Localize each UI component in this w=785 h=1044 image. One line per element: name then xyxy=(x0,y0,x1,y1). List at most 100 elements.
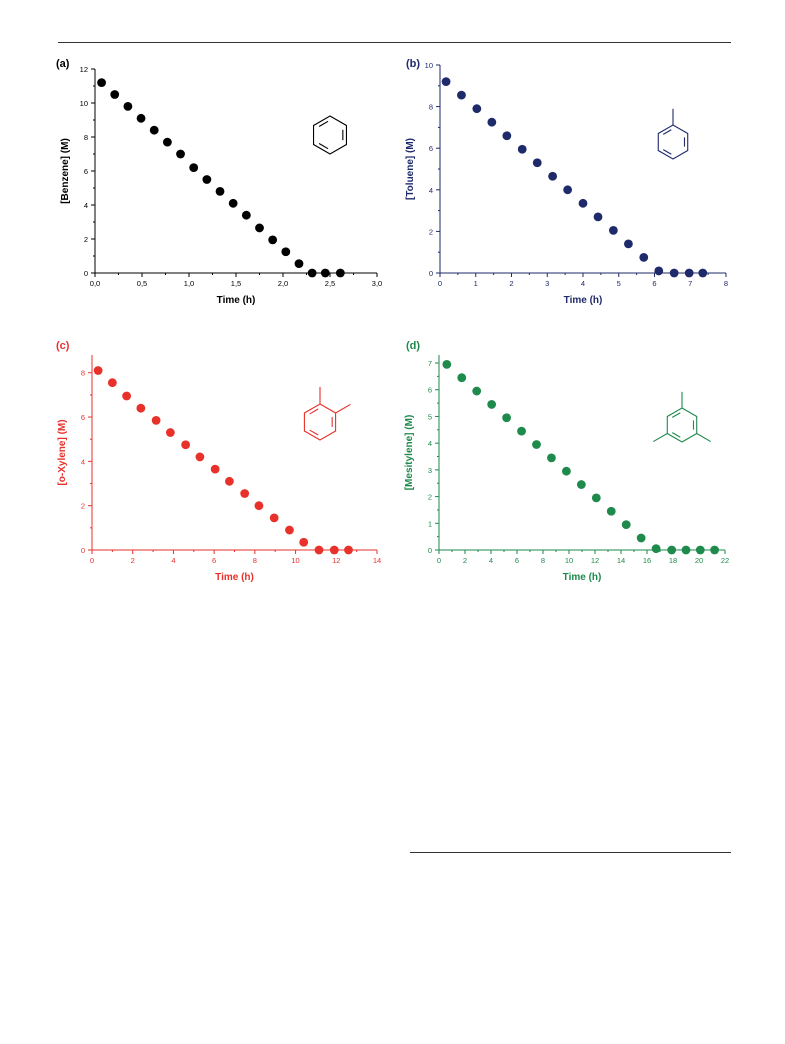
data-point xyxy=(654,266,664,276)
data-point xyxy=(636,533,646,543)
y-tick-label: 4 xyxy=(429,186,433,195)
data-point xyxy=(532,440,541,449)
x-axis-title: Time (h) xyxy=(564,295,603,306)
methyl-bond xyxy=(653,433,668,443)
x-axis-title: Time (h) xyxy=(217,295,256,306)
double-bond xyxy=(671,432,681,438)
x-tick-label: 14 xyxy=(617,556,625,565)
methyl-bond xyxy=(335,403,351,414)
x-tick-label: 1 xyxy=(474,279,478,288)
data-point xyxy=(344,545,353,555)
data-point xyxy=(606,506,616,516)
panel-a: 0,0 0,5 1,0 1,5 2,0 2,5 3,0 0 2 4 6 8 10 12 Time (h) [B… xyxy=(52,55,392,320)
data-point xyxy=(269,513,279,523)
data-point xyxy=(97,78,106,87)
ring-bond xyxy=(657,124,689,160)
y-axis-title: [Mesitylene] (M) xyxy=(404,415,415,491)
x-tick-label: 0,5 xyxy=(137,279,147,288)
double-bond xyxy=(318,143,329,150)
data-point xyxy=(195,452,205,462)
data-point xyxy=(502,131,512,141)
data-point xyxy=(151,415,161,425)
x-tick-label: 7 xyxy=(688,279,692,288)
x-tick-label: 14 xyxy=(373,556,381,565)
x-tick-label: 16 xyxy=(643,556,651,565)
data-point xyxy=(457,90,466,100)
double-bond xyxy=(309,429,319,436)
data-point xyxy=(593,212,603,222)
data-point xyxy=(136,113,146,123)
data-point xyxy=(299,537,309,547)
y-tick-label: 2 xyxy=(428,493,432,502)
y-tick-label: 4 xyxy=(81,457,85,466)
x-tick-label: 1,0 xyxy=(184,279,194,288)
data-point xyxy=(624,239,633,249)
data-point xyxy=(547,453,556,463)
y-tick-label: 12 xyxy=(80,65,88,74)
data-point xyxy=(215,187,225,196)
data-point xyxy=(162,137,172,147)
x-tick-label: 12 xyxy=(332,556,340,565)
data-point xyxy=(268,235,278,245)
x-tick-label: 8 xyxy=(724,279,728,288)
y-tick-label: 4 xyxy=(428,439,432,448)
double-bond xyxy=(309,408,319,415)
y-tick-label: 2 xyxy=(429,227,433,236)
ring-bond xyxy=(312,115,348,155)
ring-bond xyxy=(303,403,337,441)
x-tick-label: 0,0 xyxy=(90,279,100,288)
x-tick-label: 10 xyxy=(565,556,573,565)
data-point xyxy=(240,489,250,498)
data-point xyxy=(441,77,451,87)
data-point xyxy=(320,268,330,278)
data-point xyxy=(176,149,185,159)
x-tick-label: 12 xyxy=(591,556,599,565)
data-point xyxy=(684,268,694,278)
y-tick-label: 0 xyxy=(84,269,88,278)
data-point xyxy=(667,545,677,555)
y-tick-label: 8 xyxy=(429,103,433,112)
data-point xyxy=(621,520,631,530)
data-point xyxy=(591,493,601,503)
y-tick-label: 2 xyxy=(81,502,85,511)
data-point xyxy=(329,545,339,555)
data-point xyxy=(210,464,220,474)
y-tick-label: 8 xyxy=(84,133,88,142)
data-point xyxy=(255,223,264,233)
data-point xyxy=(202,175,212,184)
data-point xyxy=(532,158,542,168)
data-point xyxy=(307,268,317,278)
panel-label: (b) xyxy=(406,58,420,70)
x-tick-label: 0 xyxy=(437,556,441,565)
data-point xyxy=(281,247,291,257)
y-tick-label: 3 xyxy=(428,466,432,475)
data-point xyxy=(241,210,251,220)
methyl-bond xyxy=(696,433,711,443)
data-point xyxy=(695,545,705,555)
y-tick-label: 4 xyxy=(84,201,88,210)
data-point xyxy=(93,366,103,375)
x-tick-label: 10 xyxy=(291,556,299,565)
chart-toluene: 0 1 2 3 4 5 6 7 8 0 2 4 6 8 10 Time (h) [Toluene] (M) (b) xyxy=(405,58,728,306)
o-xylene-structure-icon xyxy=(303,386,351,441)
x-tick-label: 6 xyxy=(652,279,656,288)
x-tick-label: 8 xyxy=(253,556,257,565)
y-tick-label: 10 xyxy=(425,61,433,70)
x-tick-label: 4 xyxy=(581,279,585,288)
y-axis-title: [o-Xylene] (M) xyxy=(57,419,68,485)
chart-benzene: 0,0 0,5 1,0 1,5 2,0 2,5 3,0 0 2 4 6 8 10 12 Time (h) [B… xyxy=(56,58,382,306)
panel-label: (c) xyxy=(56,340,70,352)
x-tick-label: 20 xyxy=(695,556,703,565)
double-bond xyxy=(662,149,672,155)
data-point xyxy=(681,545,691,555)
x-tick-label: 6 xyxy=(515,556,519,565)
x-tick-label: 22 xyxy=(721,556,729,565)
data-point xyxy=(517,144,527,154)
benzene-structure-icon xyxy=(312,115,348,155)
data-point xyxy=(698,268,708,278)
double-bond xyxy=(671,412,681,418)
y-tick-label: 0 xyxy=(81,546,85,555)
panel-label: (a) xyxy=(56,58,70,70)
data-point xyxy=(285,525,294,535)
y-tick-label: 2 xyxy=(84,235,88,244)
